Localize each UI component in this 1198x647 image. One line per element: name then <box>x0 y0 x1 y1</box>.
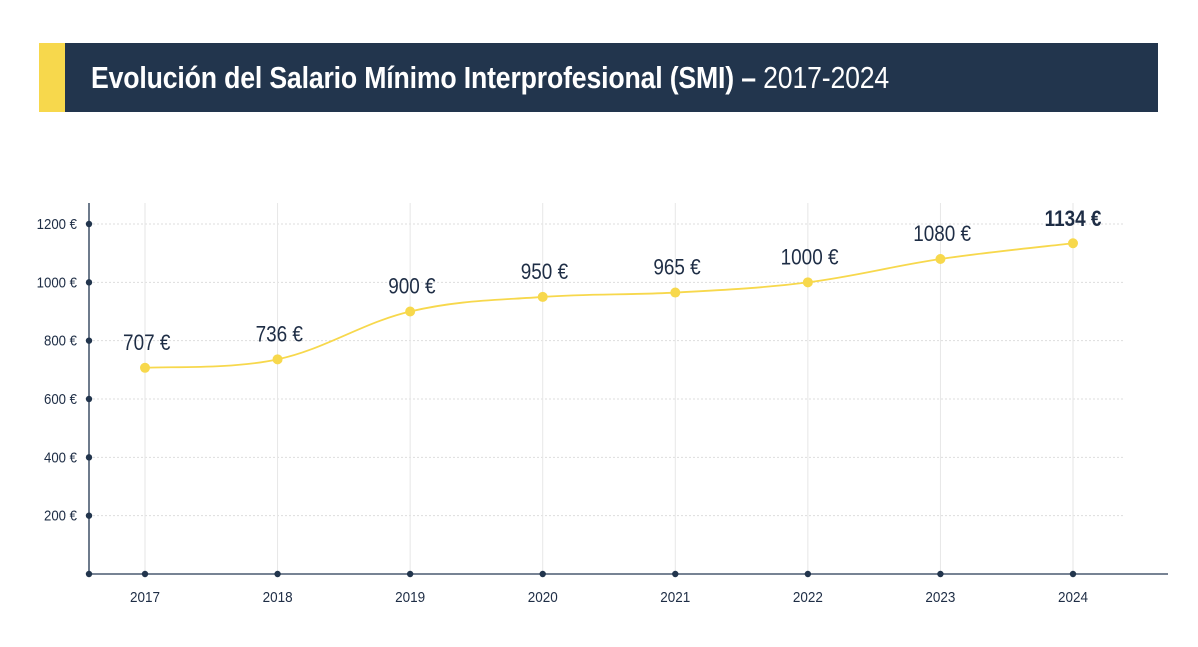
axes <box>85 203 1168 578</box>
x-tick-dot <box>804 570 812 578</box>
y-tick-dot <box>85 454 93 461</box>
data-points <box>140 238 1078 373</box>
data-label: 1080 € <box>913 222 971 247</box>
x-tick-label: 2020 <box>528 589 558 606</box>
y-tick-label: 600 € <box>44 390 77 407</box>
data-label: 1134 € <box>1045 207 1102 232</box>
x-tick-dot <box>406 570 414 578</box>
y-axis-labels: 200 € 400 € 600 € 800 € 1000 € 1200 € <box>37 215 77 524</box>
y-tick-dot <box>85 395 93 403</box>
y-tick-label: 1000 € <box>37 274 77 291</box>
y-tick-label: 800 € <box>44 332 77 349</box>
data-point <box>935 254 946 264</box>
x-tick-dot <box>141 570 149 578</box>
y-tick-dot <box>85 512 93 519</box>
data-point <box>1068 238 1078 249</box>
y-tick-dot <box>85 279 93 286</box>
x-tick-dot <box>937 570 944 578</box>
x-tick-label: 2017 <box>130 589 160 606</box>
data-label: 1000 € <box>781 245 839 270</box>
x-tick-dot <box>1069 570 1077 578</box>
data-label: 950 € <box>521 260 569 285</box>
grid-lines <box>89 203 1125 574</box>
x-tick-label: 2021 <box>660 589 690 606</box>
data-point <box>537 291 548 302</box>
chart-title-years: 2017-2024 <box>763 60 890 95</box>
y-tick-dot <box>85 220 93 228</box>
smi-line <box>144 242 1074 369</box>
data-point <box>802 277 813 288</box>
data-series <box>144 242 1074 369</box>
y-tick-label: 1200 € <box>37 215 77 232</box>
data-point <box>140 362 150 373</box>
title-banner: Evolución del Salario Mínimo Interprofes… <box>39 43 1158 112</box>
x-tick-label: 2018 <box>263 589 293 606</box>
y-tick-label: 200 € <box>44 507 77 524</box>
data-point <box>405 306 416 317</box>
data-label: 736 € <box>256 322 304 347</box>
y-tick-label: 400 € <box>44 449 77 466</box>
y-tick-dot <box>85 337 93 344</box>
x-axis-labels: 2017 2018 2019 2020 2021 2022 2023 2024 <box>130 589 1088 606</box>
data-point <box>272 354 283 365</box>
x-tick-dot <box>274 570 281 578</box>
data-point <box>670 287 681 298</box>
chart-title: Evolución del Salario Mínimo Interprofes… <box>91 43 889 112</box>
x-tick-label: 2022 <box>793 589 823 606</box>
data-label: 965 € <box>653 255 701 280</box>
banner-accent-bar <box>39 43 65 112</box>
data-labels: 707 € 736 € 900 € 950 € 965 € 1000 € 1080 € 113… <box>123 207 1102 355</box>
origin-tick-dot <box>85 570 93 578</box>
data-label: 707 € <box>123 330 171 355</box>
chart-title-main: Evolución del Salario Mínimo Interprofes… <box>91 60 756 95</box>
x-tick-label: 2024 <box>1058 589 1088 606</box>
x-tick-label: 2019 <box>395 589 425 606</box>
x-tick-dot <box>539 570 546 578</box>
x-tick-dot <box>672 570 679 578</box>
x-tick-label: 2023 <box>925 589 955 606</box>
data-label: 900 € <box>388 274 436 299</box>
